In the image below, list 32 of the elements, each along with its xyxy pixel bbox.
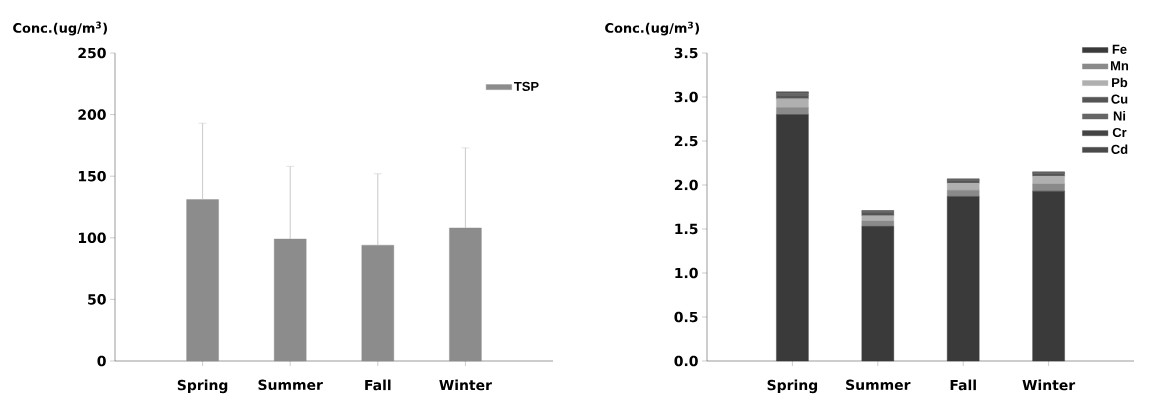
y-tick-label: 100 bbox=[78, 232, 106, 244]
y-tick-label: 3.0 bbox=[674, 91, 698, 103]
x-tick-label: Spring bbox=[767, 379, 818, 394]
legend-label: Cu bbox=[1111, 94, 1128, 104]
legend-label: Fe bbox=[1112, 44, 1127, 54]
y-tick-label: 0 bbox=[97, 355, 106, 367]
y-tick-label: 1.5 bbox=[675, 223, 698, 235]
legend-label: Cd bbox=[1111, 144, 1128, 154]
y-axis-title: Conc.(ug/m$^{3}$) bbox=[605, 21, 699, 36]
y-tick-label: 3.5 bbox=[674, 47, 698, 59]
legend-label: Ni bbox=[1113, 111, 1126, 121]
x-tick-label: Summer bbox=[846, 379, 911, 391]
x-tick-label: Fall bbox=[365, 379, 391, 391]
y-axis-title: Conc.(ug/m$^{3}$) bbox=[13, 21, 107, 36]
legend-label: Cr bbox=[1112, 127, 1127, 138]
y-tick-label: 2.5 bbox=[674, 135, 698, 147]
x-tick-label: Winter bbox=[1022, 379, 1076, 391]
y-tick-label: 200 bbox=[78, 109, 106, 120]
y-tick-label: 0.0 bbox=[674, 355, 698, 367]
x-tick-label: Summer bbox=[258, 379, 323, 391]
y-tick-label: 1.0 bbox=[675, 267, 698, 279]
y-tick-label: 50 bbox=[88, 294, 106, 305]
x-tick-label: Fall bbox=[950, 379, 976, 391]
legend-label: TSP bbox=[514, 81, 539, 91]
y-tick-label: 250 bbox=[78, 47, 106, 59]
y-tick-label: 0.5 bbox=[674, 311, 698, 323]
legend-label: Mn bbox=[1110, 61, 1129, 71]
y-tick-label: 150 bbox=[78, 170, 106, 182]
x-tick-label: Spring bbox=[177, 379, 228, 394]
legend-label: Pb bbox=[1112, 77, 1128, 88]
x-tick-label: Winter bbox=[439, 379, 492, 391]
y-tick-label: 2.0 bbox=[674, 179, 698, 191]
